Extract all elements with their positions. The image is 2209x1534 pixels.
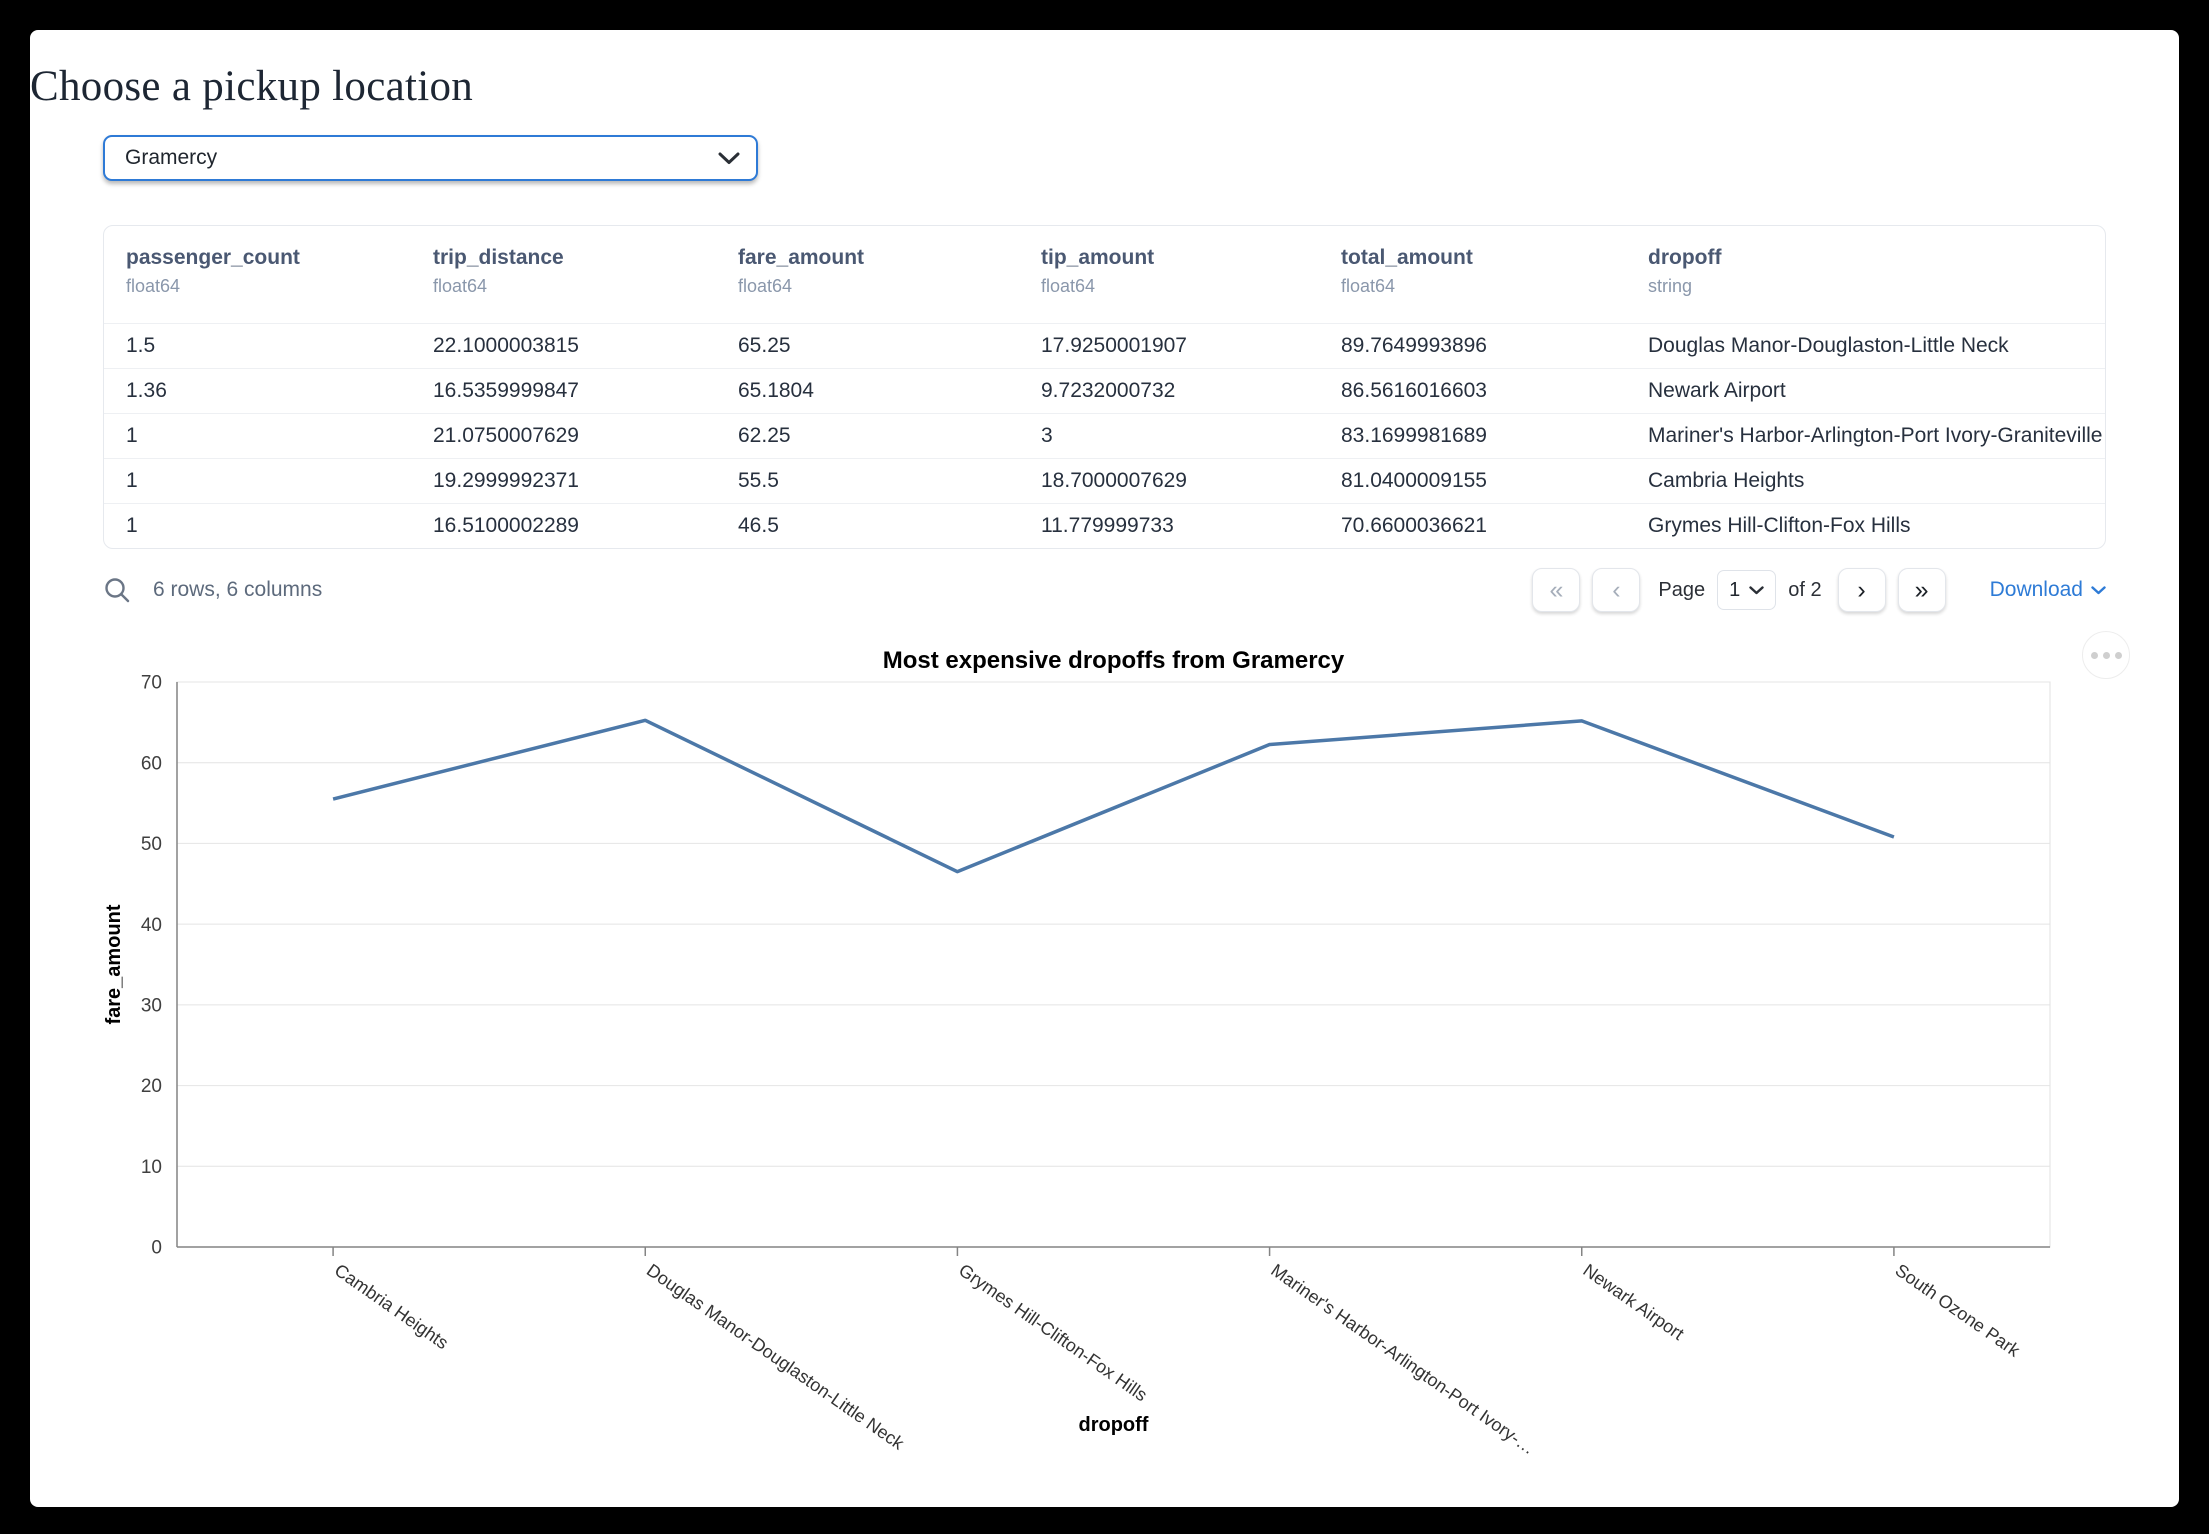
table-row[interactable]: 1.5 22.1000003815 65.25 17.9250001907 89.764… (104, 323, 2105, 368)
chart-container: Most expensive dropoffs from Gramercy 0 1… (30, 625, 2179, 1470)
table-cell: 16.5359999847 (433, 379, 579, 402)
last-page-icon: » (1914, 575, 1929, 604)
total-pages-label: of 2 (1788, 578, 1822, 601)
search-icon[interactable] (103, 576, 131, 604)
column-header-fare-amount[interactable]: fare_amount float64 (738, 246, 865, 296)
column-header-tip-amount[interactable]: tip_amount float64 (1041, 246, 1155, 296)
table-cell: 65.25 (738, 334, 791, 357)
chevron-down-icon (718, 152, 740, 164)
table-cell: 83.1699981689 (1341, 424, 1487, 447)
y-tick-label: 50 (141, 834, 162, 855)
table-cell: Newark Airport (1648, 379, 1786, 402)
table-footer: 6 rows, 6 columns « ‹ Page 1 of 2 › » (103, 567, 2106, 613)
ellipsis-icon (2090, 651, 2098, 659)
app-page: Choose a pickup location Gramercy passen… (30, 30, 2179, 1507)
table-cell: 1 (126, 424, 138, 447)
table-cell: 81.0400009155 (1341, 469, 1487, 492)
table-cell: 3 (1041, 424, 1053, 447)
data-table: passenger_count float64 trip_distance fl… (103, 225, 2106, 549)
chevron-down-icon (2091, 585, 2106, 594)
x-tick-label: Mariner's Harbor-Arlington-Port Ivory-… (1267, 1260, 1539, 1459)
x-axis-title: dropoff (1079, 1414, 1149, 1436)
page-title: Choose a pickup location (30, 63, 474, 110)
table-cell: 89.7649993896 (1341, 334, 1487, 357)
table-row[interactable]: 1 21.0750007629 62.25 3 83.1699981689 Mariner… (104, 413, 2105, 458)
table-cell: 9.7232000732 (1041, 379, 1176, 402)
y-axis-title: fare_amount (103, 904, 125, 1024)
next-page-button[interactable]: › (1837, 568, 1886, 612)
table-cell: Douglas Manor-Douglaston-Little Neck (1648, 334, 2009, 357)
next-page-icon: › (1857, 575, 1866, 604)
table-cell: 86.5616016603 (1341, 379, 1487, 402)
ellipsis-icon (2114, 651, 2122, 659)
table-row[interactable]: 1 16.5100002289 46.5 11.779999733 70.6600036… (104, 503, 2105, 548)
chart-menu-button[interactable] (2082, 631, 2130, 679)
y-tick-label: 60 (141, 753, 162, 774)
download-button[interactable]: Download (1990, 578, 2106, 602)
table-cell: 46.5 (738, 514, 779, 537)
table-row[interactable]: 1.36 16.5359999847 65.1804 9.7232000732 86.5… (104, 368, 2105, 413)
table-cell: 17.9250001907 (1041, 334, 1187, 357)
table-cell: 19.2999992371 (433, 469, 579, 492)
x-tick-label: South Ozone Park (1892, 1260, 2025, 1361)
ellipsis-icon (2102, 651, 2110, 659)
fare-line-chart: 0 10 20 30 40 50 60 70 Cambria Heights Douglas Ma… (103, 673, 2051, 1459)
pickup-select-value: Gramercy (125, 146, 218, 169)
table-cell: 70.6600036621 (1341, 514, 1487, 537)
table-cell: 55.5 (738, 469, 779, 492)
y-tick-label: 10 (141, 1157, 162, 1178)
column-header-trip-distance[interactable]: trip_distance float64 (433, 246, 564, 296)
table-cell: 22.1000003815 (433, 334, 579, 357)
table-cell: 62.25 (738, 424, 791, 447)
table-cell: 1 (126, 514, 138, 537)
fare-line-series (332, 718, 1895, 874)
x-tick-label: Newark Airport (1579, 1260, 1687, 1344)
first-page-icon: « (1549, 575, 1564, 604)
y-tick-label: 70 (141, 673, 162, 694)
table-cell: Grymes Hill-Clifton-Fox Hills (1648, 514, 1911, 537)
page-number-value: 1 (1729, 578, 1741, 601)
x-tick-label: Douglas Manor-Douglaston-Little Neck (643, 1260, 909, 1454)
table-cell: 21.0750007629 (433, 424, 579, 447)
y-tick-label: 20 (141, 1076, 162, 1097)
x-tick-label: Grymes Hill-Clifton-Fox Hills (955, 1260, 1151, 1405)
table-cell: 18.7000007629 (1041, 469, 1187, 492)
x-tick-label: Cambria Heights (331, 1260, 452, 1353)
column-header-dropoff[interactable]: dropoff string (1648, 246, 1722, 296)
table-cell: Mariner's Harbor-Arlington-Port Ivory-Gr… (1648, 424, 2103, 447)
pickup-location-select[interactable]: Gramercy (103, 135, 758, 181)
prev-page-icon: ‹ (1612, 575, 1621, 604)
y-tick-label: 30 (141, 996, 162, 1017)
prev-page-button[interactable]: ‹ (1592, 568, 1641, 612)
table-cell: 1 (126, 469, 138, 492)
table-header-row: passenger_count float64 trip_distance fl… (104, 226, 2105, 323)
first-page-button[interactable]: « (1532, 568, 1581, 612)
chevron-down-icon (1749, 585, 1764, 594)
chart-title: Most expensive dropoffs from Gramercy (882, 647, 1345, 674)
table-cell: 16.5100002289 (433, 514, 579, 537)
table-cell: 1.36 (126, 379, 167, 402)
table-row[interactable]: 1 19.2999992371 55.5 18.7000007629 81.040000… (104, 458, 2105, 503)
y-tick-label: 0 (151, 1238, 162, 1259)
y-tick-label: 40 (141, 915, 162, 936)
table-cell: 65.1804 (738, 379, 814, 402)
last-page-button[interactable]: » (1897, 568, 1946, 612)
page-label: Page (1658, 578, 1706, 601)
table-cell: 1.5 (126, 334, 156, 357)
table-cell: Cambria Heights (1648, 469, 1805, 492)
column-header-total-amount[interactable]: total_amount float64 (1341, 246, 1473, 296)
table-body: 1.5 22.1000003815 65.25 17.9250001907 89.764… (104, 323, 2105, 548)
column-header-passenger-count[interactable]: passenger_count float64 (126, 246, 300, 296)
download-label: Download (1989, 578, 2083, 601)
page-number-select[interactable]: 1 (1717, 570, 1777, 610)
table-cell: 11.779999733 (1041, 514, 1174, 537)
table-summary: 6 rows, 6 columns (153, 578, 323, 601)
